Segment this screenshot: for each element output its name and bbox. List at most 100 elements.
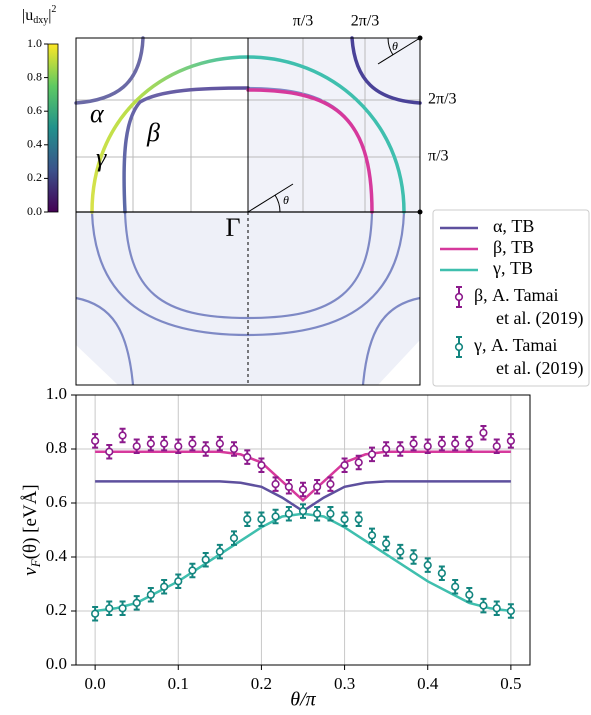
label-part: dxy <box>33 15 48 26</box>
angle-line <box>247 183 294 213</box>
data-point <box>271 512 280 521</box>
colorbar-tick-label: 0.0 <box>27 204 42 218</box>
data-point <box>132 598 141 608</box>
data-point <box>284 509 293 518</box>
data-point <box>492 442 501 451</box>
arpes-image <box>248 38 420 212</box>
data-point <box>396 444 405 454</box>
data-point <box>105 447 114 456</box>
band-label: β <box>146 118 160 147</box>
x-tick-label: 0.2 <box>251 674 272 693</box>
data-point <box>160 582 169 591</box>
data-point <box>340 461 349 470</box>
data-point <box>174 577 183 586</box>
data-point <box>396 547 405 556</box>
tb-bands <box>74 36 422 214</box>
data-point <box>326 509 335 518</box>
data-point <box>340 515 349 524</box>
x-tick-label: 0.0 <box>84 674 105 693</box>
data-point <box>367 531 377 540</box>
data-point <box>492 604 501 613</box>
angle-label: θ <box>283 193 289 207</box>
angle-arc <box>274 194 281 213</box>
data-point <box>354 458 363 467</box>
colorbar-tick-label: 0.6 <box>27 103 42 117</box>
plot: 0.0 0.1 0.2 0.3 0.4 0.5 0.0 0.2 0.4 0.6 0.8 1.0 θ/π v… <box>20 384 531 711</box>
k-tick-label: 2π/3 <box>428 91 457 108</box>
y-tick-label: 0.8 <box>46 438 67 457</box>
data-point <box>243 515 252 524</box>
data-point <box>91 436 100 446</box>
label-part: F <box>28 558 43 568</box>
label-part: (θ) [eVÅ] <box>20 484 41 559</box>
data-point <box>298 507 308 516</box>
colorbar-tick-label: 1.0 <box>27 36 42 50</box>
data-point <box>479 601 488 610</box>
label-part: |u <box>22 7 33 24</box>
colorbar-tick-label: 0.2 <box>27 170 42 184</box>
data-point <box>257 461 266 470</box>
data-point <box>201 555 210 564</box>
data-point <box>313 509 322 518</box>
data-point <box>465 590 474 599</box>
gamma-point: Γ <box>225 213 240 242</box>
y-tick-label: 1.0 <box>46 384 67 403</box>
data-point <box>201 444 210 454</box>
band-label: γ <box>96 143 107 172</box>
data-point <box>367 450 377 459</box>
y-axis-label: vF(θ) [eVÅ] <box>20 484 43 575</box>
data-point <box>451 439 460 448</box>
data-point <box>451 582 460 591</box>
data-point <box>437 439 446 448</box>
colorbar-label: |udxy|2 <box>22 4 56 26</box>
legend-swatch <box>454 342 464 352</box>
data-point <box>423 560 432 570</box>
data-point <box>229 533 239 543</box>
angle-line <box>377 37 421 65</box>
data-point <box>437 569 446 578</box>
data-point <box>313 482 322 491</box>
legend-label: γ, TB <box>492 258 533 278</box>
data-point <box>91 609 100 618</box>
x-tick-label: 0.4 <box>417 674 439 693</box>
legend: α, TBβ, TBγ, TB β, A. Tamai et al. (2019) γ… <box>440 216 583 379</box>
x-tick-label: 0.5 <box>500 674 521 693</box>
data-point <box>409 439 418 448</box>
legend-label: γ, A. Tamai et al. (2019) <box>473 335 583 379</box>
data-point <box>146 590 155 599</box>
data-point <box>215 439 224 448</box>
data-point <box>160 439 169 448</box>
data-point <box>506 606 515 616</box>
data-point <box>257 515 266 524</box>
k-tick-label: π/3 <box>428 148 449 165</box>
panel-frame <box>75 37 421 386</box>
data-point <box>298 485 308 494</box>
data-point <box>382 444 391 454</box>
label-part: v <box>20 567 41 576</box>
data-point <box>479 428 488 437</box>
data-point <box>409 552 418 562</box>
y-tick-label: 0.2 <box>46 600 67 619</box>
x-tick-label: 0.1 <box>168 674 189 693</box>
k-tick-label: π/3 <box>293 13 314 30</box>
legend-swatch <box>454 292 464 302</box>
data-point <box>215 547 224 556</box>
data-point <box>146 439 155 448</box>
data-point <box>229 444 239 454</box>
data-point <box>243 453 252 462</box>
colorbar-tick-label: 0.8 <box>27 69 42 83</box>
data-point <box>132 442 141 451</box>
plot-frame <box>75 394 531 666</box>
x-axis-label: θ/π <box>290 689 316 711</box>
label-part: 2 <box>51 4 56 15</box>
tb-line <box>95 450 511 502</box>
data-point <box>326 480 335 489</box>
data-point <box>271 480 280 489</box>
legend-label: α, TB <box>493 216 534 236</box>
data-point <box>118 431 127 440</box>
data-point <box>284 482 293 491</box>
data-point <box>105 604 114 613</box>
data-point <box>188 566 197 575</box>
tb-line <box>94 512 512 613</box>
